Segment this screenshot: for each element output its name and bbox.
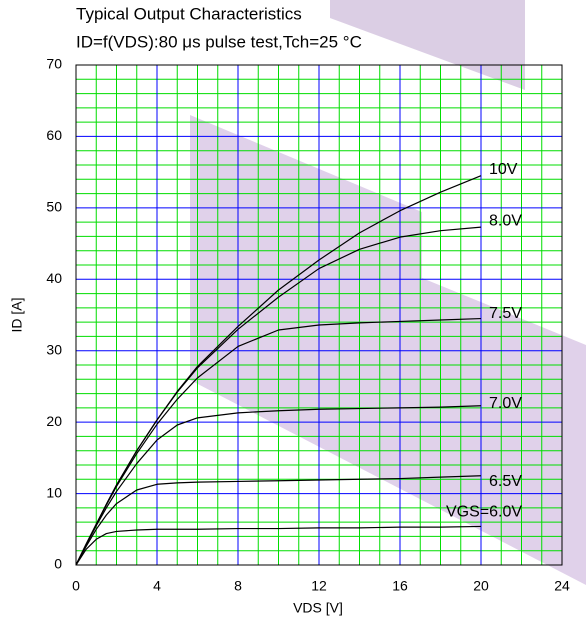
- chart-subtitle: ID=f(VDS):80 μs pulse test,Tch=25 °C: [76, 32, 362, 51]
- series-label: 7.0V: [489, 395, 522, 412]
- x-tick-label: 16: [392, 578, 408, 594]
- y-tick-label: 20: [46, 413, 62, 429]
- series-line: [75, 317, 482, 566]
- plot-area: [75, 64, 563, 566]
- series-label: 10V: [489, 161, 518, 178]
- x-tick-label: 20: [473, 578, 489, 594]
- plot-border: [75, 64, 563, 566]
- series-line: [75, 525, 482, 566]
- x-tick-label: 24: [554, 578, 570, 594]
- y-tick-label: 0: [54, 556, 62, 572]
- x-tick-label: 8: [234, 578, 242, 594]
- y-tick-label: 50: [46, 199, 62, 215]
- series-label: 7.5V: [489, 305, 522, 322]
- x-tick-label: 4: [153, 578, 161, 594]
- series-label: VGS=6.0V: [446, 504, 522, 521]
- series-label: 8.0V: [489, 212, 522, 229]
- y-tick-label: 10: [46, 484, 62, 500]
- series-line: [75, 475, 482, 566]
- y-axis-label: ID [A]: [9, 297, 25, 332]
- x-tick-label: 0: [72, 578, 80, 594]
- watermark: [190, 0, 586, 585]
- watermark-shape: [190, 115, 586, 585]
- y-tick-label: 70: [46, 56, 62, 72]
- series-label: 6.5V: [489, 473, 522, 490]
- y-tick-label: 30: [46, 341, 62, 357]
- series-line: [75, 405, 482, 566]
- y-tick-label: 60: [46, 127, 62, 143]
- watermark-shape: [330, 0, 525, 90]
- chart-title: Typical Output Characteristics: [76, 4, 302, 23]
- y-tick-label: 40: [46, 270, 62, 286]
- x-tick-label: 12: [311, 578, 327, 594]
- x-axis-label: VDS [V]: [293, 600, 343, 616]
